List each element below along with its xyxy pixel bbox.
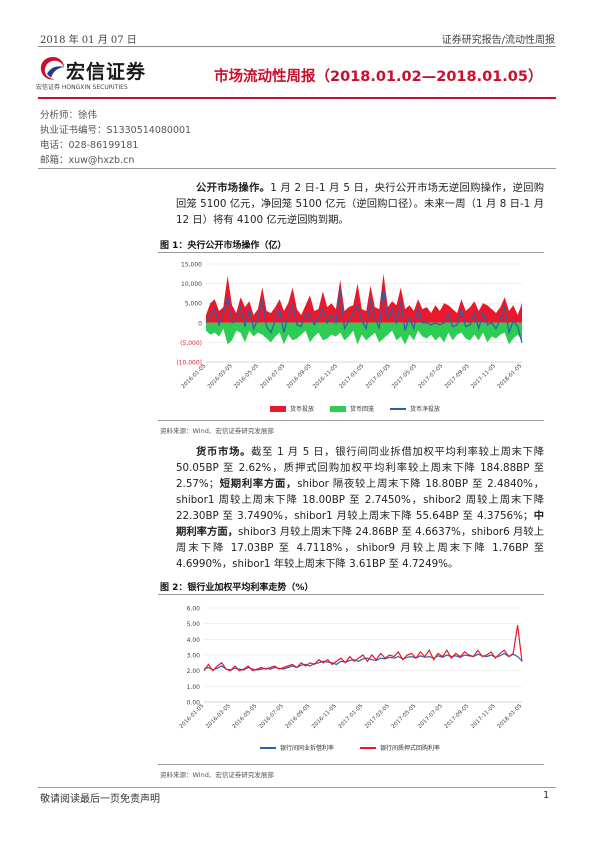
x-tick-label: 2017-01-05 — [339, 363, 366, 390]
figure1-top-rule — [158, 252, 544, 253]
y-tick-label: 0.00 — [187, 700, 201, 707]
legend-label: 货币回笼 — [350, 405, 374, 413]
series-2-line — [203, 625, 523, 672]
figure2-source: 资料来源：Wind、宏信证券研究发展部 — [160, 771, 274, 779]
x-tick-label: 2016-11-05 — [311, 703, 338, 730]
y-tick-label: 15,000 — [181, 262, 202, 269]
x-tick-label: 2016-01-05 — [181, 363, 208, 390]
x-tick-label: 2017-05-05 — [391, 363, 418, 390]
y-tick-label: 3.00 — [187, 653, 201, 660]
y-tick-label: 1.00 — [187, 684, 201, 691]
paragraph-money-market: 货币市场。截至 1 月 5 日，银行间同业拆借加权平均利率较上周末下降 50.0… — [176, 444, 544, 572]
legend-label: 货币投放 — [290, 405, 314, 413]
page-number: 1 — [543, 790, 550, 801]
y-tick-label: 10,000 — [181, 281, 202, 288]
y-tick-label: (5,000) — [180, 340, 202, 347]
x-tick-label: 2016-03-05 — [207, 363, 234, 390]
y-tick-label: 6.00 — [187, 606, 201, 613]
title-divider — [38, 97, 556, 99]
x-tick-label: 2017-03-05 — [365, 363, 392, 390]
brand-subtitle: 宏信证券 HONGXIN SECURITIES — [36, 84, 128, 91]
x-tick-label: 2016-05-05 — [233, 363, 260, 390]
x-tick-label: 2017-09-05 — [444, 703, 471, 730]
x-tick-label: 2016-09-05 — [285, 703, 312, 730]
figure2-top-rule — [158, 594, 544, 595]
x-tick-label: 2016-03-05 — [205, 703, 232, 730]
analyst-phone: 电话：028-86199181 — [40, 140, 139, 151]
header-divider — [38, 46, 556, 47]
x-tick-label: 2017-07-05 — [417, 703, 444, 730]
para2-body2: shibor 隔夜较上周末下降 18.80BP 至 2.4840%，shibor… — [176, 478, 544, 522]
x-tick-label: 2016-07-05 — [260, 363, 287, 390]
x-tick-label: 2018-01-05 — [497, 703, 524, 730]
y-tick-label: 4.00 — [187, 637, 201, 644]
document-title: 市场流动性周报（2018.01.02—2018.01.05） — [214, 69, 543, 85]
x-tick-label: 2017-01-05 — [338, 703, 365, 730]
series-1-area — [206, 273, 522, 323]
figure1-bottom-rule — [158, 420, 544, 421]
x-tick-label: 2016-01-05 — [179, 703, 206, 730]
footer-disclaimer: 敬请阅读最后一页免责声明 — [40, 794, 160, 805]
brand-name: 宏信证券 — [66, 61, 147, 83]
x-tick-label: 2016-05-05 — [232, 703, 259, 730]
report-date: 2018 年 01 月 07 日 — [40, 35, 137, 46]
y-tick-label: 5.00 — [187, 621, 201, 628]
x-tick-label: 2017-11-05 — [470, 703, 497, 730]
brand-logo-icon — [40, 57, 65, 80]
legend-swatch — [330, 406, 346, 412]
x-tick-label: 2017-05-05 — [391, 703, 418, 730]
x-tick-label: 2017-11-05 — [470, 363, 497, 390]
figure1-source: 资料来源：Wind、宏信证券研究发展部 — [160, 427, 274, 435]
para2-short-rate-heading: 短期利率方面， — [219, 478, 298, 490]
legend-label: 货币净投放 — [410, 405, 440, 413]
y-tick-label: (10,000) — [176, 360, 202, 367]
y-tick-label: 2.00 — [187, 668, 201, 675]
analyst-divider — [38, 168, 556, 169]
para1-heading: 公开市场操作。 — [196, 182, 271, 194]
para2-heading: 货币市场。 — [196, 446, 252, 458]
y-tick-label: 5,000 — [185, 301, 202, 308]
x-tick-label: 2016-11-05 — [312, 363, 339, 390]
para2-body3: shibor3 月较上周末下降 24.86BP 至 4.6637%，shibor… — [176, 526, 544, 570]
paragraph-open-market: 公开市场操作。1 月 2 日-1 月 5 日，央行公开市场无逆回购操作，逆回购回… — [176, 180, 544, 228]
analyst-name: 分析师：徐伟 — [40, 110, 98, 121]
x-tick-label: 2018-01-05 — [497, 363, 524, 390]
x-tick-label: 2017-09-05 — [444, 363, 471, 390]
legend-label: 银行间同业拆借利率 — [280, 744, 334, 752]
analyst-email: 邮箱：xuw@hxzb.cn — [40, 155, 135, 166]
legend-label: 银行间质押式回购利率 — [380, 744, 440, 752]
series-3-line — [205, 289, 523, 343]
x-tick-label: 2016-09-05 — [286, 363, 313, 390]
series-1-line — [203, 652, 523, 671]
x-tick-label: 2016-07-05 — [258, 703, 285, 730]
figure2-bottom-rule — [158, 764, 544, 765]
analyst-cert: 执业证书编号：S1330514080001 — [40, 125, 192, 136]
para1-body: 1 月 2 日-1 月 5 日，央行公开市场无逆回购操作，逆回购回笼 5100 … — [176, 182, 545, 226]
legend-swatch — [270, 406, 286, 412]
open-market-chart: 15,000 10,000 5,000 0 (5,000) (10,000)2016-01… — [176, 262, 524, 414]
figure2-title: 图 2：银行业加权平均利率走势（%） — [160, 583, 314, 593]
report-category: 证券研究报告/流动性周报 — [441, 35, 555, 46]
x-tick-label: 2017-07-05 — [418, 363, 445, 390]
para2-mid-rate-heading: 中期利率方面， — [176, 510, 545, 538]
y-tick-label: 0 — [198, 320, 202, 327]
para2-body1: 截至 1 月 5 日，银行间同业拆借加权平均利率较上周末下降 50.05BP 至… — [176, 446, 544, 490]
x-tick-label: 2017-03-05 — [364, 703, 391, 730]
footer-divider — [38, 787, 556, 788]
figure1-title: 图 1：央行公开市场操作（亿） — [160, 241, 287, 251]
